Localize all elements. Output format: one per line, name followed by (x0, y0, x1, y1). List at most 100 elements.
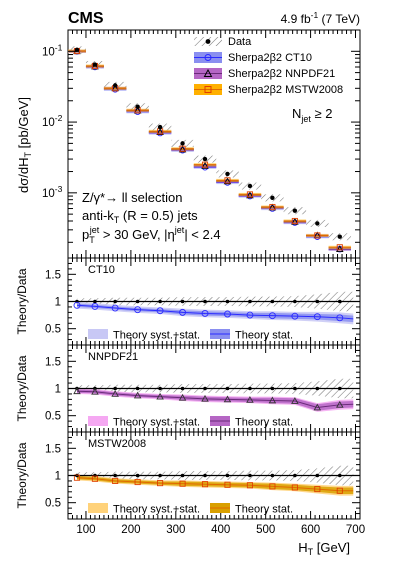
ratio-marker (313, 313, 321, 321)
ratio-data-point (270, 299, 275, 304)
data-point (157, 124, 163, 130)
xtick-label: 500 (256, 524, 275, 536)
ratio-ytick-label: 1.5 (45, 356, 61, 368)
ratio-marker (133, 391, 142, 399)
data-point (337, 234, 342, 239)
main-yaxis-label: dσ/dHT [pb/GeV] (16, 97, 33, 193)
ratio-ytick-label: 1.5 (45, 443, 61, 455)
ratio-marker (179, 480, 186, 487)
main-ytick-label: 10-2 (42, 113, 63, 129)
ratio-marker (268, 396, 277, 404)
nnpdf21-point (336, 245, 344, 253)
mstw2008-point (291, 217, 298, 225)
ratio-data-point (180, 386, 185, 391)
ratio-marker (134, 478, 141, 486)
ratio-yaxis-label: Theory/Data (15, 442, 29, 508)
main-ytick-label: 10-1 (42, 42, 63, 58)
ratio-panel-name: NNPDF21 (88, 351, 138, 363)
legend-mstw-label: Sherpa2β2 MSTW2008 (228, 84, 343, 96)
data-point (292, 208, 298, 213)
main-legend: Data Sherpa2β2 CT10 Sherpa2β2 NNPDF21 Sh… (194, 36, 343, 96)
ratio-marker (156, 392, 164, 400)
theory-stat-band (76, 389, 354, 411)
ratio-panel-name: CT10 (88, 264, 115, 276)
ratio-data-point (113, 299, 117, 304)
ratio-data-point (180, 299, 185, 304)
ratio-data-point (135, 473, 140, 478)
legend-ct10-label: Sherpa2β2 CT10 (228, 52, 312, 64)
data-point (247, 183, 253, 189)
mstw2008-point (179, 145, 186, 152)
legend-stat-label: Theory stat. (235, 417, 293, 429)
nnpdf21-point (223, 177, 232, 185)
theory-ratio-line (76, 477, 354, 492)
ratio-ytick-label: 0.5 (45, 411, 61, 423)
selection-line-3: pTjet > 30 GeV, |ηjet| < 2.4 (82, 225, 221, 245)
legend-syst-label: Theory syst.+stat. (113, 504, 200, 516)
data-point (112, 83, 118, 88)
legend-nnpdf-marker (203, 68, 213, 77)
ratio-marker (336, 487, 343, 494)
ratio-data-point (93, 473, 97, 478)
ratio-data-point (315, 299, 320, 304)
ratio-marker (73, 474, 81, 481)
ratio-ytick-label: 1 (55, 297, 61, 309)
nnpdf21-point (201, 162, 209, 169)
xtick-label: 300 (166, 524, 185, 536)
ratio-marker (91, 387, 99, 395)
mstw2008-point (269, 203, 276, 211)
ratio-data-point (315, 386, 320, 391)
ratio-data-point (337, 473, 342, 478)
ratio-marker (73, 301, 81, 309)
legend-stat-label: Theory stat. (235, 504, 293, 516)
data-point (225, 171, 230, 177)
ratio-marker (178, 393, 187, 401)
x-tick-labels: 100 200 300 400 500 600 700 (76, 524, 365, 536)
ratio-data-point (225, 473, 230, 478)
ratio-data-point (248, 386, 252, 391)
legend-stat-label: Theory stat. (235, 330, 293, 342)
ratio-data-point (158, 473, 162, 478)
ratio-panels: 0.5 1 1.5 CT10 Theory syst.+stat. Theory stat… (15, 257, 361, 520)
mstw2008-point (201, 161, 209, 168)
ratio-marker (291, 484, 298, 491)
ratio-marker (201, 310, 209, 317)
ratio-data-point (203, 473, 207, 478)
mstw2008-point (224, 177, 231, 184)
ratio-data-point (203, 386, 207, 391)
data-point (180, 141, 185, 146)
ratio-data-point (158, 299, 162, 304)
ratio-data-point (315, 473, 320, 478)
ratio-marker (224, 310, 231, 318)
ratio-data-point (113, 473, 117, 478)
ratio-panel-name: MSTW2008 (88, 438, 146, 450)
mstw2008-point (246, 191, 253, 198)
mstw2008-point (314, 232, 321, 239)
ratio-data-point (248, 299, 252, 304)
ratio-yaxis-label: Theory/Data (15, 268, 29, 334)
ratio-data-point (293, 299, 297, 304)
ratio-ytick-label: 0.5 (45, 324, 61, 336)
data-point (135, 104, 140, 109)
experiment-label: CMS (68, 10, 104, 27)
luminosity-label: 4.9 fb-1 (7 TeV) (281, 10, 360, 26)
nnpdf21-point (156, 128, 164, 136)
ratio-marker (246, 311, 254, 319)
ratio-data-point (135, 299, 140, 304)
ratio-data-point (293, 473, 297, 478)
ratio-ytick-label: 1.5 (45, 269, 61, 281)
ratio-marker (91, 302, 99, 310)
ratio-marker (201, 394, 209, 402)
ratio-marker (134, 306, 142, 314)
xtick-label: 600 (301, 524, 320, 536)
ratio-marker (269, 483, 276, 490)
xtick-label: 200 (121, 524, 140, 536)
ratio-data-point (225, 386, 230, 391)
ratio-marker (268, 312, 276, 320)
ratio-marker (291, 397, 299, 404)
ratio-marker (246, 395, 254, 403)
ratio-data-point (337, 386, 342, 391)
legend-mstw-marker (204, 86, 212, 93)
ratio-data-point (180, 473, 185, 478)
ratio-marker (336, 314, 344, 322)
